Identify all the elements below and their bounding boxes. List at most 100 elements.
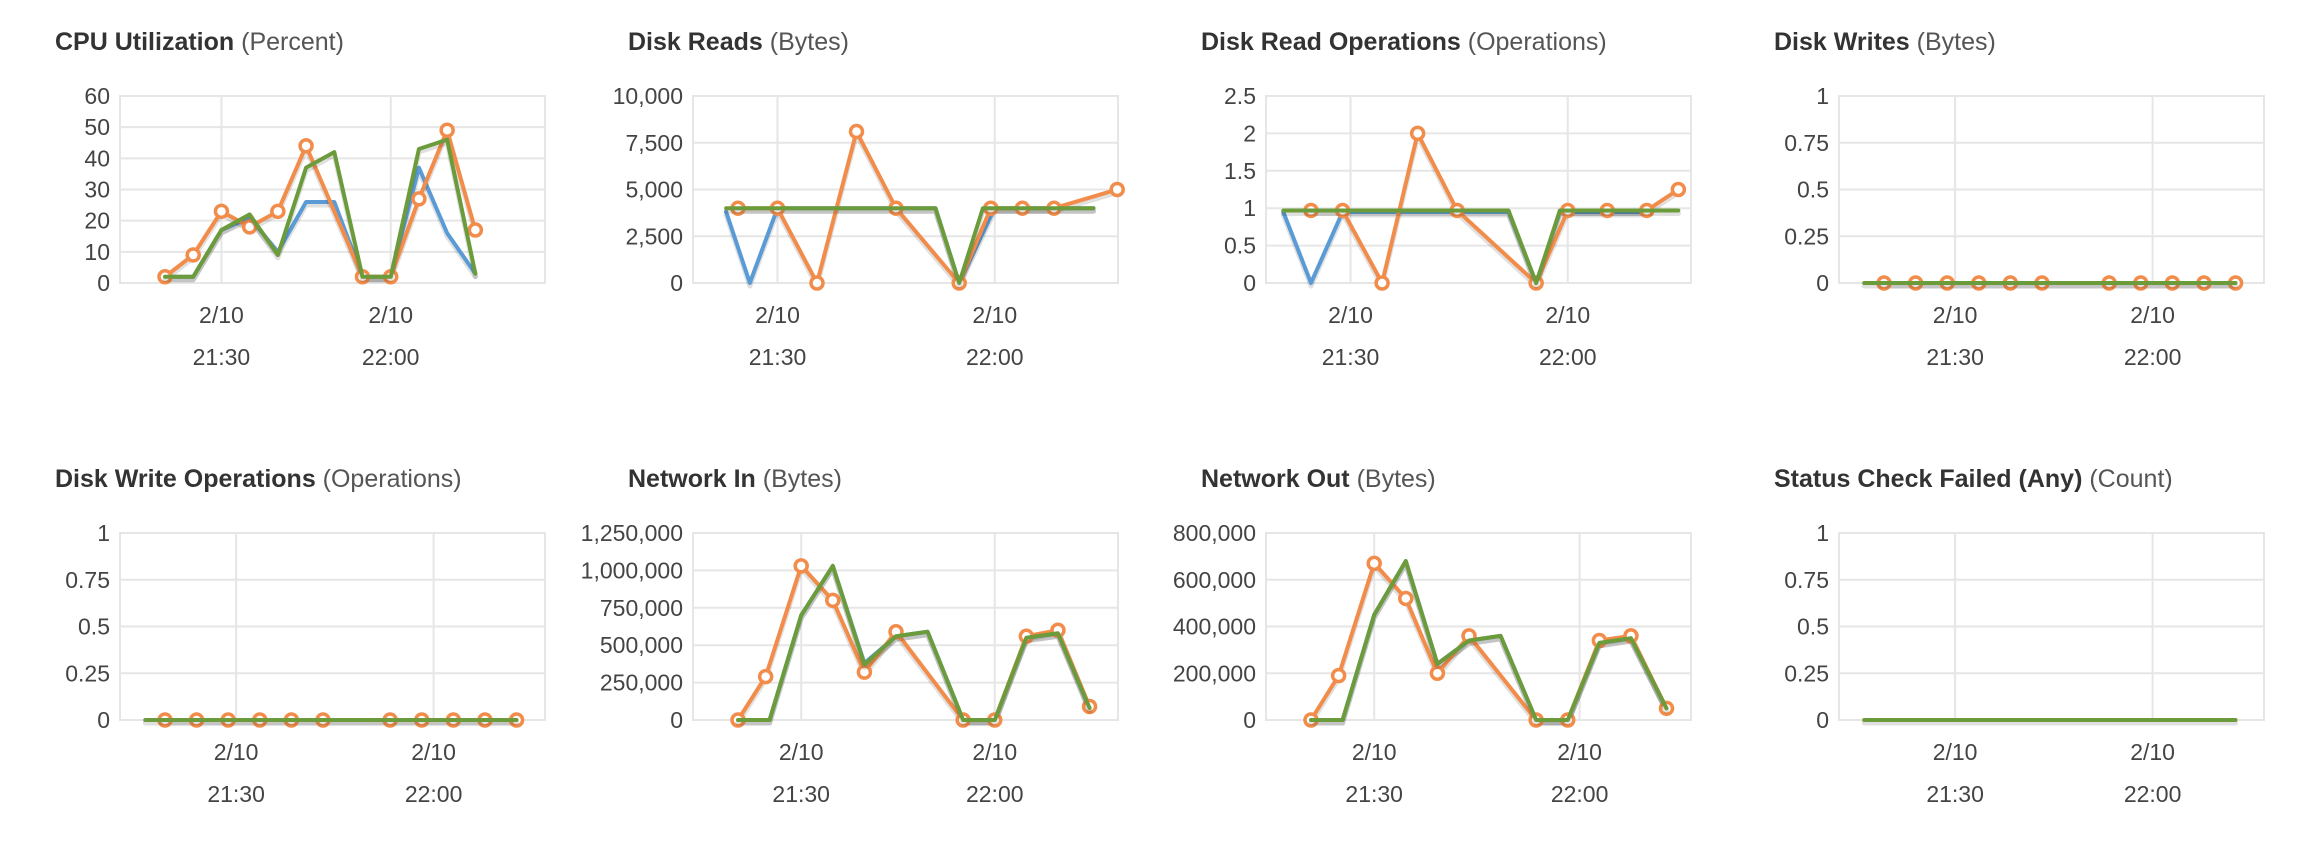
disk-writes-panel[interactable]: Disk Writes (Bytes) 1 0.75 0.5 0.25 0 2/10 21:3… [1774,28,2302,428]
series-line-orange[interactable] [736,563,1092,722]
x-tick-time: 21:30 [207,781,265,807]
y-tick-label: 0.5 [78,614,110,640]
metric-unit: (Operations) [315,465,462,493]
y-tick-label: 0 [670,707,683,733]
y-tick-label: 50 [84,114,110,140]
data-point[interactable] [793,558,809,574]
x-tick-date: 2/10 [199,302,244,328]
x-tick-time: 21:30 [772,781,830,807]
data-point[interactable] [185,247,201,263]
network-in-panel[interactable]: Network In (Bytes) 1,250,000 1,000,000 750,… [581,465,1168,865]
x-tick-time: 22:00 [966,344,1024,370]
status-check-failed-panel[interactable]: Status Check Failed (Any) (Count) 1 0.75 0.… [1774,465,2302,865]
y-tick-label: 750,000 [600,595,683,621]
metric-name: Disk Reads [628,28,763,56]
y-tick-label: 0 [97,707,110,733]
data-point[interactable] [1374,275,1390,291]
series-line-shadow [1280,210,1681,289]
series-line-green[interactable] [736,563,1092,722]
metric-name: CPU Utilization [55,28,235,56]
data-point[interactable] [1109,181,1125,198]
disk-read-operations-chart: 2.5 2 1.5 1 0.5 0 2/10 21:30 2/10 22:00 [1224,83,1692,370]
y-tick-label: 250,000 [600,670,683,696]
data-point[interactable] [298,138,314,154]
x-tick-date: 2/10 [755,302,800,328]
x-tick-time: 22:00 [2124,344,2182,370]
data-point[interactable] [825,592,841,609]
metric-unit: (Count) [2082,465,2173,493]
data-point[interactable] [1366,555,1382,572]
data-point[interactable] [1398,590,1414,607]
x-tick-time: 22:00 [1551,781,1609,807]
y-tick-label: 20 [84,208,110,234]
data-point[interactable] [1409,125,1426,142]
chart-title: CPU Utilization (Percent) [55,28,344,57]
data-point[interactable] [439,122,455,139]
y-tick-label: 0.75 [1784,130,1829,156]
x-tick-date: 2/10 [214,739,259,765]
y-tick-label: 0 [1816,707,1829,733]
x-tick-date: 2/10 [368,302,413,328]
data-point[interactable] [809,275,825,291]
y-tick-label: 1 [1816,520,1829,546]
series-line-green[interactable] [1281,208,1681,285]
y-tick-label: 10,000 [613,83,683,109]
series-line-blue[interactable] [736,563,1092,722]
series-line-green[interactable] [724,206,1096,285]
x-tick-time: 21:30 [1345,781,1403,807]
data-point[interactable] [757,668,774,685]
x-tick-time: 22:00 [2124,781,2182,807]
data-point[interactable] [411,191,427,207]
data-point[interactable] [848,123,865,140]
disk-write-operations-chart: 1 0.75 0.5 0.25 0 2/10 21:30 2/10 22:00 [65,520,546,807]
y-tick-label: 600,000 [1173,567,1256,593]
y-tick-label: 0 [1816,270,1829,296]
metric-name: Disk Writes [1774,28,1910,56]
chart-title: Disk Reads (Bytes) [628,28,849,57]
y-tick-label: 0.5 [1797,177,1829,203]
data-point[interactable] [270,203,286,220]
cpu-utilization-panel[interactable]: CPU Utilization (Percent) 60 50 40 30 20 10 0 2/… [55,28,595,428]
y-tick-label: 0.25 [65,660,110,686]
y-tick-label: 800,000 [1173,520,1256,546]
chart-title: Disk Writes (Bytes) [1774,28,1996,57]
data-point[interactable] [1670,181,1687,198]
data-point[interactable] [241,219,258,235]
metric-unit: (Percent) [234,28,344,56]
x-tick-date: 2/10 [1328,302,1373,328]
y-tick-label: 0.5 [1224,233,1256,259]
x-tick-time: 22:00 [966,781,1024,807]
disk-reads-panel[interactable]: Disk Reads (Bytes) 10,000 7,500 5,000 2,500 0… [613,28,1168,428]
data-point[interactable] [467,222,484,238]
x-tick-time: 21:30 [193,344,251,370]
data-point[interactable] [1429,665,1446,681]
series-line-green[interactable] [163,137,478,279]
x-tick-date: 2/10 [972,739,1017,765]
y-tick-label: 1,000,000 [581,557,683,583]
series-line-shadow [162,140,478,283]
data-point[interactable] [1330,667,1347,684]
y-tick-label: 1,250,000 [581,520,683,546]
y-tick-label: 400,000 [1173,614,1256,640]
series-line-green[interactable] [1309,559,1669,722]
metric-name: Disk Read Operations [1201,28,1461,56]
y-tick-label: 2 [1243,120,1256,146]
data-point[interactable] [213,203,230,220]
disk-read-operations-panel[interactable]: Disk Read Operations (Operations) 2.5 2 1.5… [1201,28,1741,428]
x-tick-date: 2/10 [1933,302,1978,328]
metric-unit: (Operations) [1460,28,1607,56]
y-tick-label: 1 [1816,83,1829,109]
y-tick-label: 60 [84,83,110,109]
plot-area [1265,95,1692,284]
chart-title: Disk Read Operations (Operations) [1201,28,1607,57]
x-tick-time: 21:30 [1926,344,1984,370]
network-out-chart: 800,000 600,000 400,000 200,000 0 2/10 21:30 2/… [1173,520,1692,807]
disk-write-operations-panel[interactable]: Disk Write Operations (Operations) 1 0.75 0… [55,465,595,865]
y-tick-label: 2.5 [1224,83,1256,109]
chart-title: Network Out (Bytes) [1201,465,1436,494]
metric-unit: (Bytes) [762,28,849,56]
y-tick-label: 2,500 [625,223,683,249]
y-tick-label: 1 [1243,195,1256,221]
network-out-panel[interactable]: Network Out (Bytes) 800,000 600,000 400,000… [1173,465,1741,865]
